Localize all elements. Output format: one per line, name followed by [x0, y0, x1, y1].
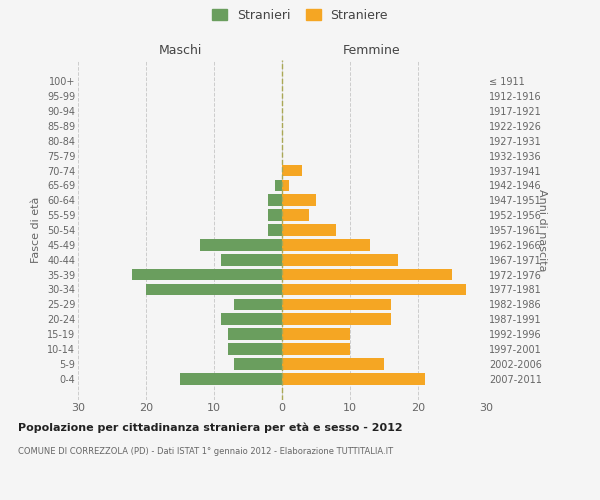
- Bar: [282, 343, 350, 355]
- Bar: [282, 284, 466, 296]
- Bar: [180, 373, 282, 384]
- Bar: [227, 328, 282, 340]
- Y-axis label: Fasce di età: Fasce di età: [31, 197, 41, 263]
- Legend: Stranieri, Straniere: Stranieri, Straniere: [212, 8, 388, 22]
- Bar: [282, 254, 398, 266]
- Y-axis label: Anni di nascita: Anni di nascita: [537, 188, 547, 271]
- Bar: [282, 164, 302, 176]
- Text: Femmine: Femmine: [343, 44, 401, 58]
- Bar: [282, 269, 452, 280]
- Text: COMUNE DI CORREZZOLA (PD) - Dati ISTAT 1° gennaio 2012 - Elaborazione TUTTITALIA: COMUNE DI CORREZZOLA (PD) - Dati ISTAT 1…: [18, 448, 393, 456]
- Bar: [221, 254, 282, 266]
- Bar: [282, 358, 384, 370]
- Bar: [282, 373, 425, 384]
- Bar: [268, 194, 282, 206]
- Bar: [235, 298, 282, 310]
- Bar: [282, 194, 316, 206]
- Bar: [282, 314, 391, 325]
- Bar: [282, 180, 289, 191]
- Bar: [268, 210, 282, 221]
- Bar: [146, 284, 282, 296]
- Bar: [282, 224, 337, 236]
- Bar: [275, 180, 282, 191]
- Bar: [282, 210, 309, 221]
- Bar: [235, 358, 282, 370]
- Bar: [268, 224, 282, 236]
- Bar: [282, 328, 350, 340]
- Text: Popolazione per cittadinanza straniera per età e sesso - 2012: Popolazione per cittadinanza straniera p…: [18, 422, 403, 433]
- Bar: [221, 314, 282, 325]
- Bar: [282, 239, 370, 250]
- Bar: [133, 269, 282, 280]
- Bar: [227, 343, 282, 355]
- Bar: [200, 239, 282, 250]
- Bar: [282, 298, 391, 310]
- Text: Maschi: Maschi: [158, 44, 202, 58]
